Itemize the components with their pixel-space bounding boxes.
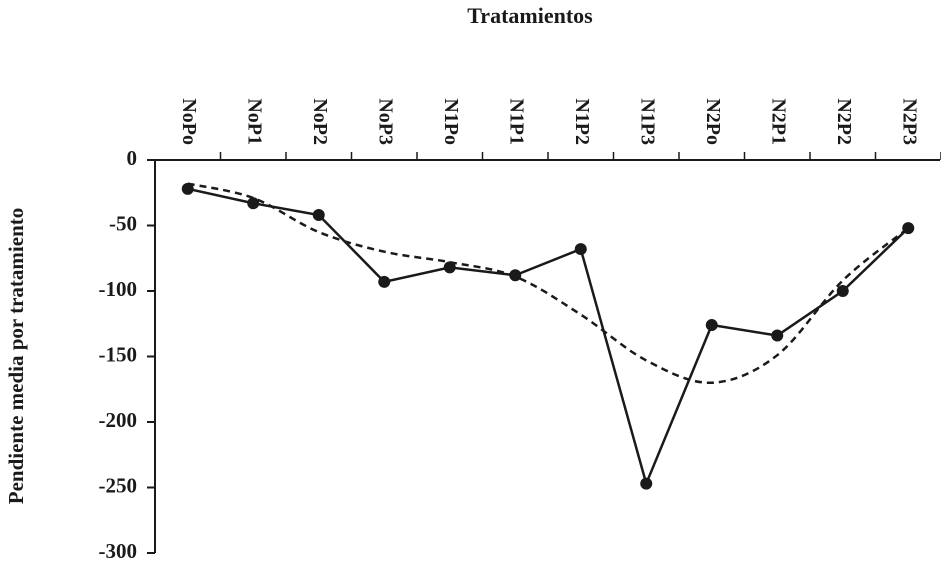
data-point (640, 477, 653, 490)
y-axis-label: Pendiente media por tratamiento (4, 208, 28, 504)
data-point (181, 182, 194, 195)
y-tick-label: -200 (99, 408, 138, 432)
y-tick-label: -300 (99, 539, 138, 563)
data-point (312, 209, 325, 222)
x-tick-label: N1P2 (571, 98, 593, 145)
x-tick-label: N2Po (702, 98, 724, 145)
y-tick-label: -50 (109, 211, 137, 235)
trend-line (187, 182, 910, 384)
data-point (574, 243, 587, 256)
y-tick-label: 0 (127, 146, 138, 170)
x-tick-label: NoPo (178, 98, 200, 145)
x-tick-label: NoP3 (375, 98, 397, 145)
data-point (836, 285, 849, 297)
y-tick-label: -100 (99, 277, 138, 301)
data-point (443, 261, 456, 274)
data-point (378, 275, 391, 288)
data-point (771, 329, 784, 342)
x-tick-label: N2P1 (768, 98, 790, 145)
x-tick-label: N1Po (440, 98, 462, 145)
x-tick-label: N1P3 (637, 98, 659, 145)
series-line (187, 187, 910, 488)
y-tick-label: -250 (99, 473, 138, 497)
x-tick-label: N1P1 (506, 98, 528, 145)
y-tick-label: -150 (99, 342, 138, 366)
data-point (247, 197, 260, 210)
data-point (705, 319, 718, 332)
x-tick-label: N2P3 (899, 98, 921, 145)
x-tick-label: NoP2 (309, 98, 331, 145)
chart-title: Tratamientos (467, 3, 593, 28)
x-tick-label: NoP1 (244, 98, 266, 145)
x-tick-label: N2P2 (833, 98, 855, 145)
